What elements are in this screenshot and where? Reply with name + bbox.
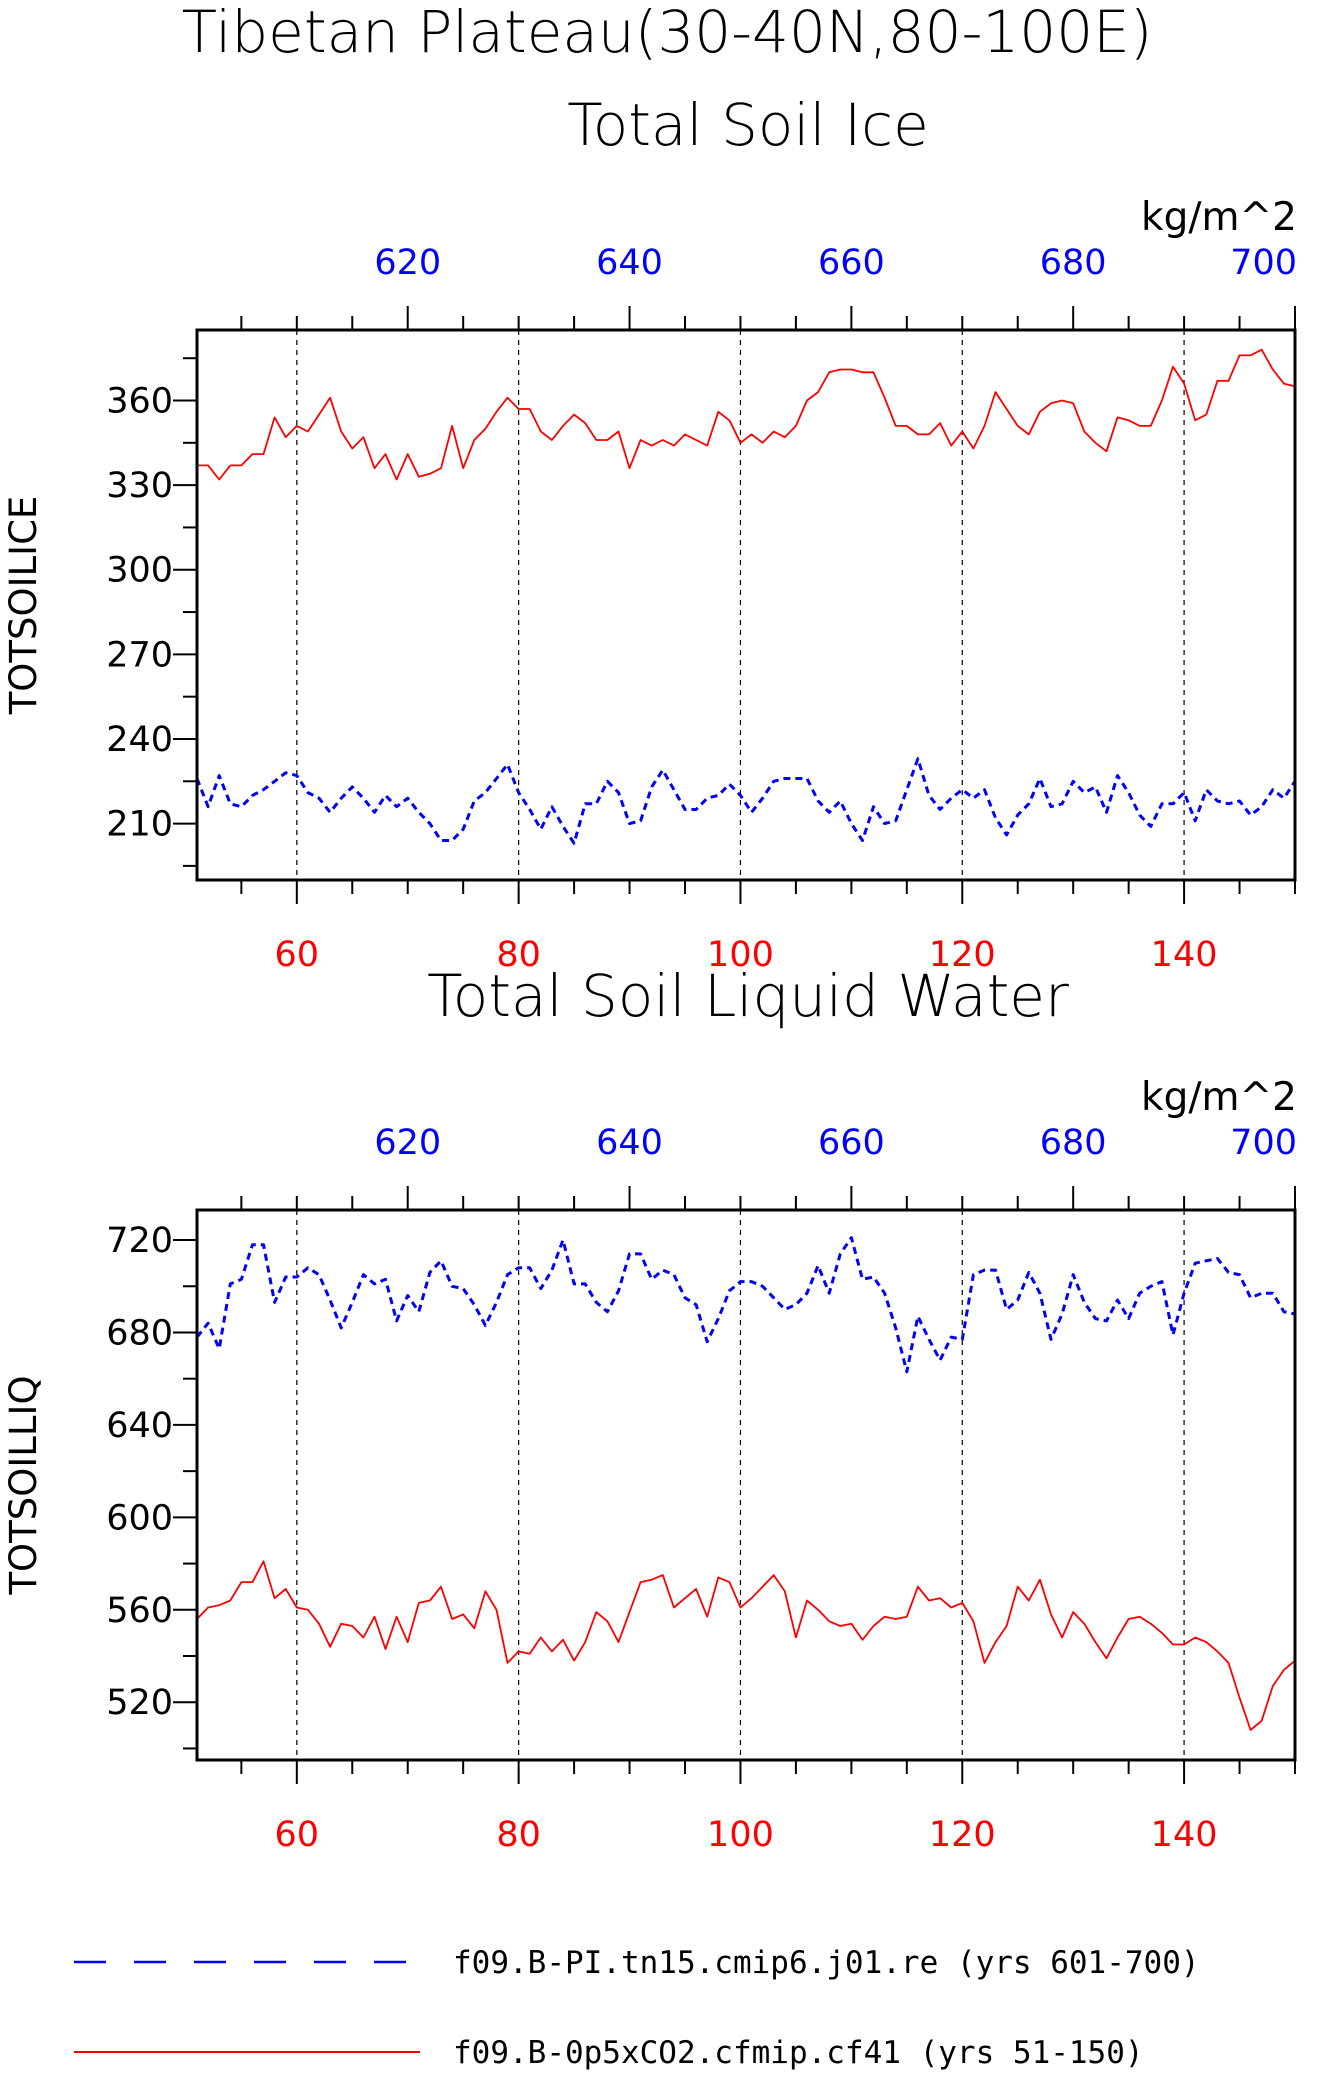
y-tick-label: 640	[106, 1406, 173, 1446]
y-tick-label: 270	[106, 635, 173, 675]
y-tick-label: 300	[106, 551, 173, 591]
legend: f09.B-PI.tn15.cmip6.j01.re (yrs 601-700)…	[74, 1945, 1200, 2071]
panel-total-soil-ice: Total Soil Ice kg/m^2 TOTSOILICE 210 240 270 3…	[2, 91, 1297, 975]
x-top-tick-label: 640	[596, 1123, 663, 1163]
y-tick-label: 720	[106, 1221, 173, 1261]
x-top-tick-label: 620	[374, 243, 441, 283]
unit-label: kg/m^2	[1141, 1075, 1297, 1120]
plot-frame	[195, 328, 1297, 882]
x-top-tick-label: 660	[818, 1123, 885, 1163]
y-tick-label: 240	[106, 720, 173, 760]
x-top-tick-label: 700	[1230, 243, 1297, 283]
series-line-0p5xco2	[196, 1560, 1296, 1731]
x-bottom-tick-label: 140	[1151, 935, 1218, 975]
x-bottom-tick-label: 100	[707, 935, 774, 975]
plot-frame	[195, 1208, 1297, 1762]
panel-total-soil-liquid-water: Total Soil Liquid Water kg/m^2 TOTSOILLIQ 5…	[2, 962, 1297, 1855]
x-bottom-tick-label: 60	[275, 935, 320, 975]
x-bottom-tick-label: 120	[929, 1815, 996, 1855]
x-bottom-tick-label: 80	[496, 935, 541, 975]
y-tick-label: 600	[106, 1498, 173, 1538]
unit-label: kg/m^2	[1141, 195, 1297, 240]
series-line-pi	[195, 1236, 1296, 1374]
x-top-tick-label: 640	[596, 243, 663, 283]
x-top-tick-label: 660	[818, 243, 885, 283]
y-tick-label: 210	[106, 805, 173, 845]
x-top-tick-label: 620	[374, 1123, 441, 1163]
x-bottom-tick-label: 60	[275, 1815, 320, 1855]
y-tick-label: 330	[106, 466, 173, 506]
x-top-tick-label: 700	[1230, 1123, 1297, 1163]
y-tick-label: 360	[106, 382, 173, 422]
y-axis-label: TOTSOILICE	[2, 496, 45, 716]
x-bottom-tick-label: 80	[496, 1815, 541, 1855]
y-tick-label: 560	[106, 1591, 173, 1631]
y-axis-label: TOTSOILLIQ	[2, 1375, 45, 1595]
figure-title: Tibetan Plateau(30-40N,80-100E)	[182, 0, 1153, 66]
x-bottom-tick-label: 100	[707, 1815, 774, 1855]
x-bottom-tick-label: 120	[929, 935, 996, 975]
x-bottom-tick-label: 140	[1151, 1815, 1218, 1855]
panel-title: Total Soil Ice	[567, 91, 929, 159]
y-tick-label: 680	[106, 1313, 173, 1353]
legend-label-0p5xco2: f09.B-0p5xCO2.cfmip.cf41 (yrs 51-150)	[453, 2035, 1144, 2071]
x-top-tick-label: 680	[1040, 1123, 1107, 1163]
legend-label-pi: f09.B-PI.tn15.cmip6.j01.re (yrs 601-700)	[453, 1945, 1200, 1981]
x-top-tick-label: 680	[1040, 243, 1107, 283]
y-tick-label: 520	[106, 1683, 173, 1723]
series-line-pi	[195, 757, 1297, 845]
panel-title: Total Soil Liquid Water	[427, 962, 1069, 1030]
series-line-0p5xco2	[197, 348, 1296, 481]
